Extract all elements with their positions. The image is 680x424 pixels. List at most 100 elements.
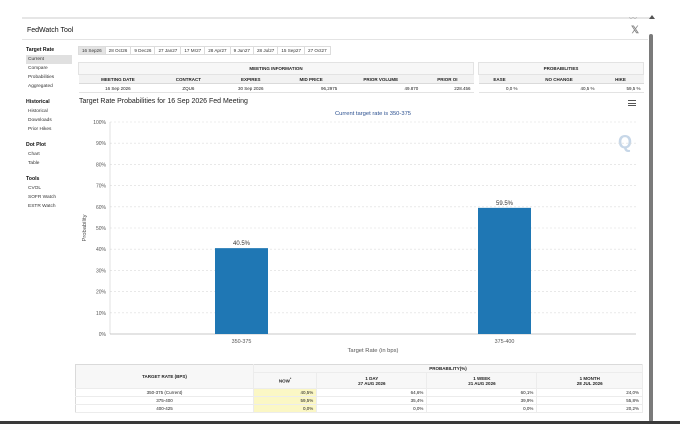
probability-cell: 24,0%	[536, 388, 643, 397]
prior-volume-value: 49.870	[340, 83, 422, 93]
sidebar: Target Rate Current Compare Probabilities Ag…	[26, 46, 72, 211]
sidebar-item-estr-watch[interactable]: ESTR Watch	[28, 204, 56, 209]
chart-menu-icon[interactable]	[628, 100, 636, 106]
sidebar-gap	[26, 134, 72, 141]
app-title: FedWatch Tool	[27, 27, 74, 34]
col-now-label: NOW	[278, 378, 290, 384]
sidebar-item-downloads[interactable]: Downloads	[28, 118, 52, 123]
hike-value: 59,5 %	[597, 83, 644, 93]
col-ease: EASE	[478, 74, 521, 84]
col-expires: EXPIRES	[219, 74, 283, 84]
sidebar-heading: Tools	[26, 176, 40, 182]
probability-cell: 55,8%	[536, 396, 643, 405]
sidebar-item-compare[interactable]: Compare	[28, 66, 48, 71]
meeting-date-value: 16 Sep 2026	[78, 83, 158, 93]
table-row: 350-375 (Current) 40,5% 64,6% 60,1% 24,0%	[75, 388, 643, 397]
tab-27-oct27[interactable]: 27 Oct27	[304, 46, 331, 55]
meeting-info-table: MEETING INFORMATION MEETING DATE CONTRAC…	[78, 62, 474, 93]
meeting-tabs: 16 Sep26 28 Oct26 9 Dec26 27 Jan27 17 Mr27 28…	[78, 46, 331, 55]
top-strip	[22, 17, 650, 19]
y-tick-label: 80%	[96, 162, 107, 168]
col-1-month-label: 1 MONTH	[579, 375, 600, 381]
bar-value-label: 40.5%	[233, 241, 251, 247]
sidebar-item-aggregated[interactable]: Aggregated	[28, 84, 53, 89]
col-now-marker: *	[289, 377, 292, 382]
col-target-rate: TARGET RATE (BPS)	[75, 364, 254, 389]
vertical-scrollbar-thumb[interactable]	[649, 34, 653, 422]
table-row: 375-400 59,5% 35,4% 39,9% 55,8%	[75, 396, 643, 405]
scroll-up-arrow-icon[interactable]	[649, 15, 655, 19]
sidebar-gap	[26, 91, 72, 98]
sidebar-item-probabilities[interactable]: Probabilities	[28, 75, 55, 80]
probability-history-table: TARGET RATE (BPS) PROBABILITY(%) NOW* 1 …	[75, 364, 643, 413]
x-tick-label: 350-375	[232, 339, 252, 345]
probability-cell: 39,9%	[426, 396, 538, 405]
probabilities-summary-table: PROBABILITIES EASE NO CHANGE HIKE 0,0 % …	[478, 62, 644, 93]
col-now: NOW*	[253, 372, 318, 389]
x-axis-label: Target Rate (in bps)	[348, 348, 399, 354]
y-tick-label: 100%	[93, 120, 106, 126]
tab-28-jul27[interactable]: 28 Jul27	[252, 46, 278, 55]
tab-28-oct26[interactable]: 28 Oct26	[104, 46, 131, 55]
tab-15-sep27[interactable]: 15 Sep27	[277, 46, 305, 55]
target-rate-cell: 375-400	[75, 396, 254, 405]
probabilities-header: PROBABILITIES	[478, 62, 644, 75]
tab-9-dec26[interactable]: 9 Dec26	[130, 46, 155, 55]
probability-cell: 60,1%	[426, 388, 538, 397]
y-tick-label: 90%	[96, 141, 107, 147]
col-hike: HIKE	[597, 74, 644, 84]
target-rate-cell: 350-375 (Current)	[75, 388, 254, 397]
chart-title: Target Rate Probabilities for 16 Sep 202…	[79, 98, 248, 105]
probability-cell: 64,6%	[316, 388, 428, 397]
y-tick-label: 30%	[96, 268, 107, 274]
header-divider	[22, 39, 648, 40]
col-contract: CONTRACT	[157, 74, 220, 84]
x-share-icon[interactable]: 𝕏	[631, 25, 640, 36]
sidebar-item-current[interactable]: Current	[26, 55, 72, 64]
mid-price-value: 96,2975	[282, 83, 341, 93]
bottom-edge	[0, 421, 680, 424]
sidebar-item-historical[interactable]: Historical	[28, 109, 48, 114]
tab-17-mr27[interactable]: 17 Mr27	[180, 46, 205, 55]
col-meeting-date: MEETING DATE	[78, 74, 158, 84]
tab-28-apr27[interactable]: 28 Apr27	[204, 46, 230, 55]
bar-350-375[interactable]	[215, 248, 268, 334]
meeting-info-header: MEETING INFORMATION	[78, 62, 474, 75]
sidebar-heading: Historical	[26, 99, 50, 105]
probability-cell: 0,0%	[253, 404, 318, 413]
col-1-month-date: 28 JUL 2026	[576, 380, 603, 386]
sidebar-item-prior-hikes[interactable]: Prior Hikes	[28, 127, 52, 132]
col-1-week: 1 WEEK 21 AUG 2026	[426, 372, 538, 389]
target-rate-cell: 400-425	[75, 404, 254, 413]
probability-cell: 35,4%	[316, 396, 428, 405]
tab-27-jan27[interactable]: 27 Jan27	[154, 46, 181, 55]
col-prior-volume: PRIOR VOLUME	[340, 74, 422, 84]
y-tick-label: 70%	[96, 184, 107, 190]
bar-375-400[interactable]	[478, 207, 531, 334]
contract-value: ZQU6	[157, 83, 220, 93]
y-tick-label: 20%	[96, 290, 107, 296]
tab-16-sep26[interactable]: 16 Sep26	[78, 46, 105, 55]
sidebar-heading: Target Rate	[26, 47, 55, 53]
sidebar-item-sofr-watch[interactable]: SOFR Watch	[28, 195, 57, 200]
sidebar-item-table[interactable]: Table	[28, 161, 40, 166]
table-row: 400-425 0,0% 0,0% 0,0% 20,2%	[75, 404, 643, 413]
y-tick-label: 40%	[96, 247, 107, 253]
chart-background	[76, 106, 644, 356]
probability-cell: 20,2%	[536, 404, 643, 413]
probability-cell: 0,0%	[316, 404, 428, 413]
tab-9-jun27[interactable]: 9 Jun27	[229, 46, 253, 55]
y-tick-label: 60%	[96, 205, 107, 211]
col-1-day: 1 DAY 27 AUG 2026	[316, 372, 428, 389]
sidebar-item-cvol[interactable]: CVOL	[28, 186, 42, 191]
sidebar-heading: Dot Plot	[26, 142, 46, 148]
x-tick-label: 375-400	[495, 339, 515, 345]
probability-cell: 59,5%	[253, 396, 318, 405]
sidebar-item-chart[interactable]: Chart	[28, 152, 40, 157]
resize-handle-icon[interactable]: 〰	[629, 14, 637, 23]
sidebar-gap	[26, 168, 72, 175]
y-axis-label: Probability	[82, 214, 88, 241]
col-1-day-label: 1 DAY	[365, 375, 379, 381]
probability-cell: 40,5%	[253, 388, 318, 397]
